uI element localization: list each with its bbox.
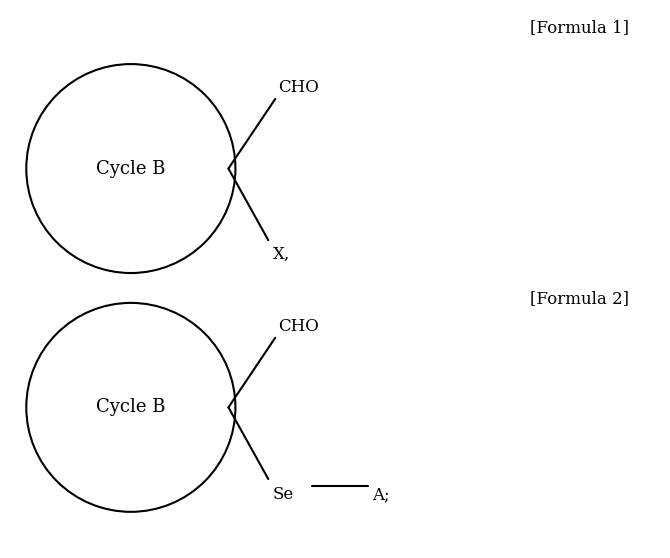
Text: CHO: CHO	[278, 318, 319, 335]
Text: [Formula 2]: [Formula 2]	[530, 290, 628, 307]
Text: Cycle B: Cycle B	[96, 160, 165, 177]
Text: [Formula 1]: [Formula 1]	[530, 20, 628, 36]
Text: Se: Se	[272, 486, 293, 503]
Text: Cycle B: Cycle B	[96, 398, 165, 416]
Text: CHO: CHO	[278, 79, 319, 96]
Text: X,: X,	[273, 246, 291, 263]
Text: A;: A;	[372, 486, 389, 503]
